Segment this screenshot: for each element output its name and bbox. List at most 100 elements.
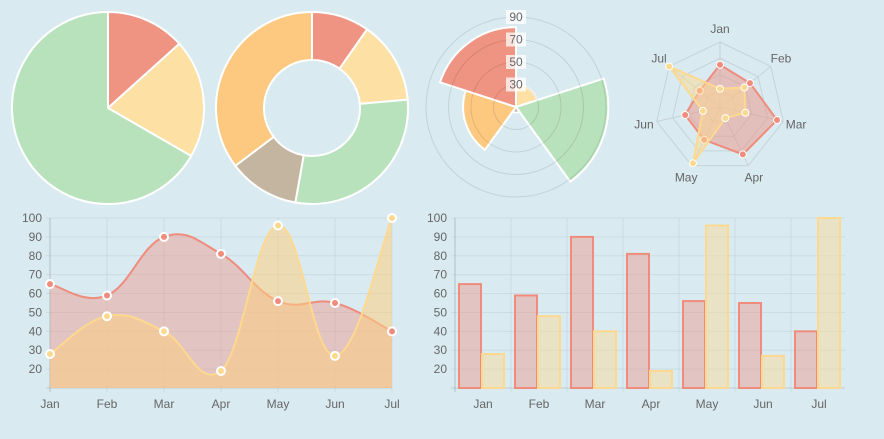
radar-axis-label: Mar [786,117,807,131]
line-point [387,326,397,337]
line-point [102,311,112,322]
x-tick-label: Jan [473,397,492,411]
radar-point [738,150,747,159]
line-point [330,350,340,361]
polar-tick-label: 30 [509,78,523,92]
radar-point [716,84,724,93]
y-tick-label: 40 [434,324,448,338]
y-tick-label: 20 [434,362,448,376]
line-chart: 20 30 40 50 60 70 80 90 100 Jan Feb Mar Apr May Jun Jul [22,211,400,411]
radar-axis-label: Jan [710,22,729,36]
radar-point [740,83,749,92]
tick-backdrop [506,77,526,92]
radar-point [773,116,782,125]
bar [514,294,538,390]
pie-chart [11,10,205,205]
x-tick-label: Jul [811,397,826,411]
line-point [102,290,112,301]
x-tick-label: Jan [40,397,59,411]
y-tick-label: 70 [29,268,43,282]
tick-backdrop [506,55,526,69]
bar [458,283,482,389]
y-tick-label: 50 [29,305,43,319]
radar-point [721,114,730,123]
polar-segment [438,26,517,109]
polar-segment [514,77,610,184]
line-point [159,231,169,242]
x-tick-label: Apr [212,397,231,411]
y-tick-label: 80 [29,249,43,263]
bar [593,330,617,390]
polar-tick-label: 70 [509,33,523,47]
bar [794,330,818,390]
radar-grid [671,57,769,152]
y-tick-label: 90 [434,230,448,244]
polar-area-chart: 30 50 70 90 [425,10,610,198]
bar-chart: 20 30 40 50 60 70 80 90 100 Jan Feb Mar Apr May Jun Jul [427,211,845,411]
bar [626,252,650,389]
segment [11,10,193,205]
y-tick-label: 60 [29,287,43,301]
x-tick-label: Jun [325,397,344,411]
polar-tick-label: 90 [509,10,523,24]
line-point [330,298,340,308]
tick-backdrop [506,10,526,24]
bar [682,300,706,389]
segment [215,10,313,168]
line-area [50,218,392,388]
radar-point [741,108,750,117]
x-tick-label: Jun [753,397,772,411]
y-tick-label: 30 [29,343,43,357]
bar [570,235,594,389]
doughnut-chart [215,10,409,205]
polar-segment [462,89,518,152]
line-point [273,296,283,307]
y-tick-label: 90 [29,230,43,244]
line-point [45,349,55,359]
bar [761,354,785,389]
radar-axis-label: Jun [634,117,653,131]
y-tick-label: 100 [22,211,42,225]
bar [481,353,505,389]
line-point [216,248,226,259]
bar [537,315,561,390]
radar-axis-label: Jul [651,51,666,65]
radar-point [681,110,690,119]
bar [649,370,673,389]
radar-chart: Jan Feb Mar Apr May Jun Jul [634,22,806,184]
polar-tick-label: 50 [509,55,523,69]
radar-axis-label: Apr [744,170,763,184]
line-point [216,366,226,376]
y-tick-label: 20 [29,362,43,376]
line-point [273,220,283,231]
x-tick-label: Apr [642,397,661,411]
x-tick-label: Mar [154,397,175,411]
x-tick-label: May [696,397,719,411]
x-tick-label: Feb [97,397,118,411]
radar-point [688,159,697,168]
bar [705,224,729,389]
segment [106,42,205,158]
radar-series [666,64,747,164]
x-tick-label: Mar [585,397,606,411]
radar-point [716,60,724,69]
y-tick-label: 80 [434,249,448,263]
radar-axis-label: May [675,170,698,184]
x-tick-label: Jul [384,397,399,411]
radar-point [665,62,674,71]
x-tick-label: Feb [529,397,550,411]
radar-point [745,79,754,88]
line-point [45,279,55,290]
y-tick-label: 50 [434,305,448,319]
y-tick-label: 60 [434,287,448,301]
radar-grid [656,41,784,167]
y-tick-label: 100 [427,211,447,225]
line-point [387,213,397,223]
bar [817,217,841,389]
y-tick-label: 30 [434,343,448,357]
x-tick-label: May [267,397,290,411]
y-tick-label: 70 [434,268,448,282]
tick-backdrop [506,32,526,47]
segment [294,98,409,205]
